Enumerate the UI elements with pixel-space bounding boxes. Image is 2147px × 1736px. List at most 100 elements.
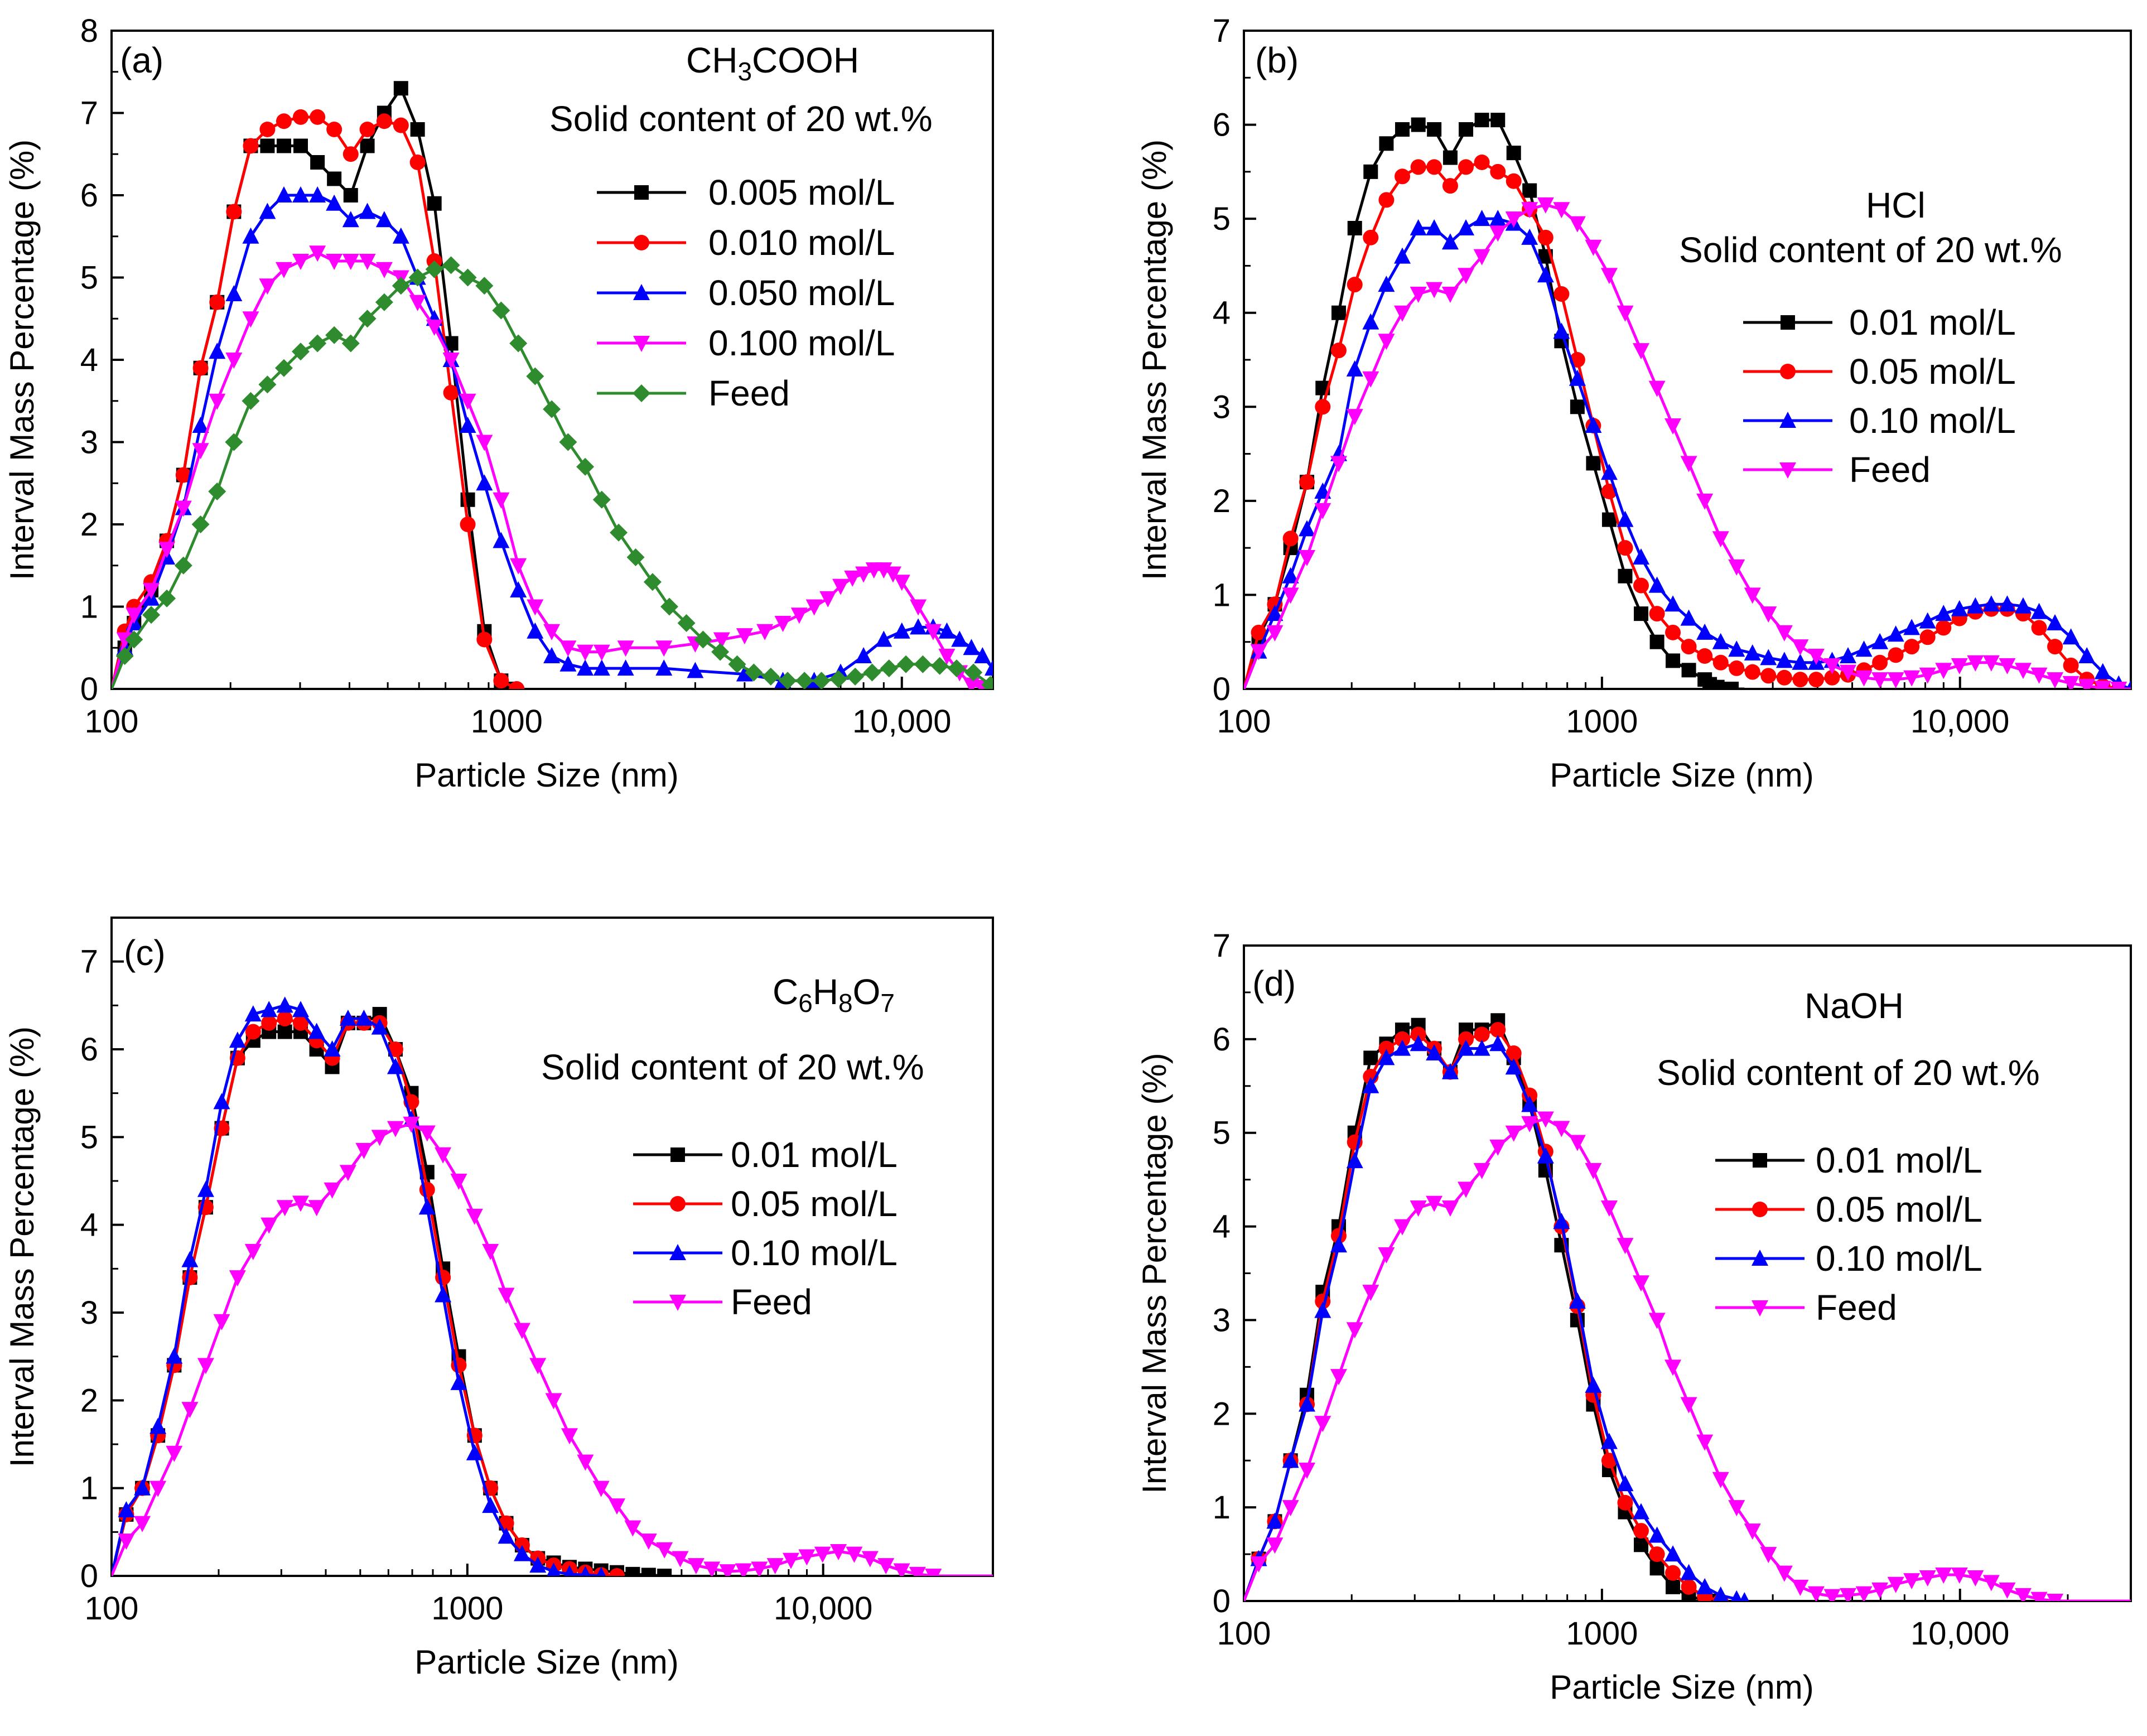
data-point	[308, 1023, 325, 1039]
data-point	[576, 457, 595, 476]
data-point	[1648, 1313, 1666, 1329]
data-point	[310, 109, 326, 125]
y-tick-label: 2	[1213, 483, 1231, 519]
data-point	[1378, 1247, 1395, 1264]
data-point	[1521, 202, 1538, 219]
data-point	[309, 186, 326, 202]
data-point	[893, 622, 910, 639]
data-point	[687, 1558, 705, 1575]
data-point	[260, 1001, 278, 1018]
legend-item: 0.10 mol/L	[633, 1233, 898, 1273]
data-point	[425, 260, 443, 278]
data-point	[459, 393, 476, 410]
data-point	[418, 1198, 436, 1215]
data-point	[938, 622, 956, 639]
data-point	[466, 1208, 483, 1225]
legend-item: Feed	[1715, 1287, 1897, 1328]
y-axis-title: Interval Mass Percentage (%)	[3, 139, 41, 580]
data-point	[1617, 510, 1634, 527]
data-point	[938, 649, 956, 665]
data-point	[1378, 334, 1395, 350]
data-point	[830, 1544, 847, 1560]
data-point	[229, 1031, 246, 1048]
data-point	[774, 616, 792, 632]
chart-panel-4: 0 1 2 3 4 5 6 7 100 1000 10,000 Particle Size (nm) I…	[1136, 928, 2132, 1706]
data-point	[459, 268, 477, 287]
data-point	[493, 532, 510, 548]
data-point	[292, 254, 310, 270]
legend-item: 0.05 mol/L	[1715, 1189, 1982, 1229]
y-tick-label: 0	[1213, 671, 1231, 707]
data-point	[1489, 1139, 1507, 1156]
data-point	[2126, 680, 2131, 689]
data-point	[1696, 1578, 1714, 1594]
data-point	[308, 1200, 325, 1217]
data-point	[559, 433, 577, 451]
data-point	[1601, 512, 1617, 527]
data-point	[409, 155, 426, 170]
data-point	[655, 640, 673, 657]
data-point	[166, 1347, 183, 1364]
data-point	[225, 433, 243, 451]
data-point	[403, 1116, 420, 1133]
data-point	[909, 1566, 926, 1576]
data-point	[375, 211, 393, 228]
plot-area	[112, 81, 993, 689]
data-point	[1664, 1545, 1682, 1562]
data-point	[766, 1558, 784, 1575]
chart-panel-1: 0 1 2 3 4 5 6 7 8 100 1000 10,000 Particle Size (nm)…	[3, 13, 994, 794]
data-point	[191, 515, 210, 533]
data-point	[736, 665, 753, 682]
data-point	[1936, 620, 1952, 636]
data-point	[1378, 1049, 1395, 1065]
data-point	[1251, 624, 1267, 640]
data-point	[1792, 1579, 1809, 1596]
data-point	[1473, 1163, 1490, 1179]
data-point	[592, 490, 611, 509]
data-point	[592, 1481, 610, 1497]
reagent-text: H	[813, 972, 838, 1012]
data-point	[209, 393, 226, 410]
series-line	[1244, 118, 1745, 689]
data-point	[1600, 464, 1618, 480]
data-point	[242, 227, 259, 244]
data-point	[1330, 1236, 1347, 1253]
data-point	[1458, 159, 1474, 175]
data-point	[125, 630, 143, 649]
data-point	[1537, 197, 1554, 214]
data-point	[1473, 249, 1490, 266]
data-point	[476, 435, 493, 451]
legend-label: 0.01 mol/L	[731, 1135, 898, 1175]
data-point	[529, 1358, 547, 1375]
data-point	[543, 624, 561, 640]
data-point	[2047, 1594, 2064, 1601]
data-point	[1346, 1322, 1363, 1339]
y-axis-title: Interval Mass Percentage (%)	[1136, 1053, 1173, 1493]
data-point	[1823, 1589, 1841, 1601]
y-tick-label: 1	[1213, 577, 1231, 613]
y-tick-label: 6	[1213, 107, 1231, 143]
data-point	[1427, 122, 1442, 137]
legend-marker	[1752, 1202, 1768, 1217]
data-point	[175, 467, 191, 483]
data-point	[1267, 596, 1283, 613]
legend: 0.01 mol/L 0.05 mol/L 0.10 mol/L Feed	[633, 1135, 898, 1322]
data-point	[1724, 682, 1739, 689]
data-point	[1824, 669, 1840, 686]
data-point	[1250, 644, 1267, 660]
data-point	[192, 443, 209, 460]
data-point	[735, 1563, 752, 1576]
data-point	[829, 670, 848, 688]
data-point	[209, 343, 226, 359]
legend-marker	[1779, 412, 1796, 428]
y-tick-label: 4	[80, 342, 98, 378]
data-point	[1807, 649, 1825, 665]
legend-marker	[633, 384, 650, 402]
data-point	[1569, 1135, 1586, 1151]
legend-item: 0.05 mol/L	[633, 1184, 898, 1224]
data-point	[242, 311, 259, 328]
series-line	[112, 115, 518, 689]
y-tick-label: 5	[1213, 1115, 1231, 1151]
legend-marker	[634, 185, 649, 200]
data-point	[466, 1444, 483, 1460]
